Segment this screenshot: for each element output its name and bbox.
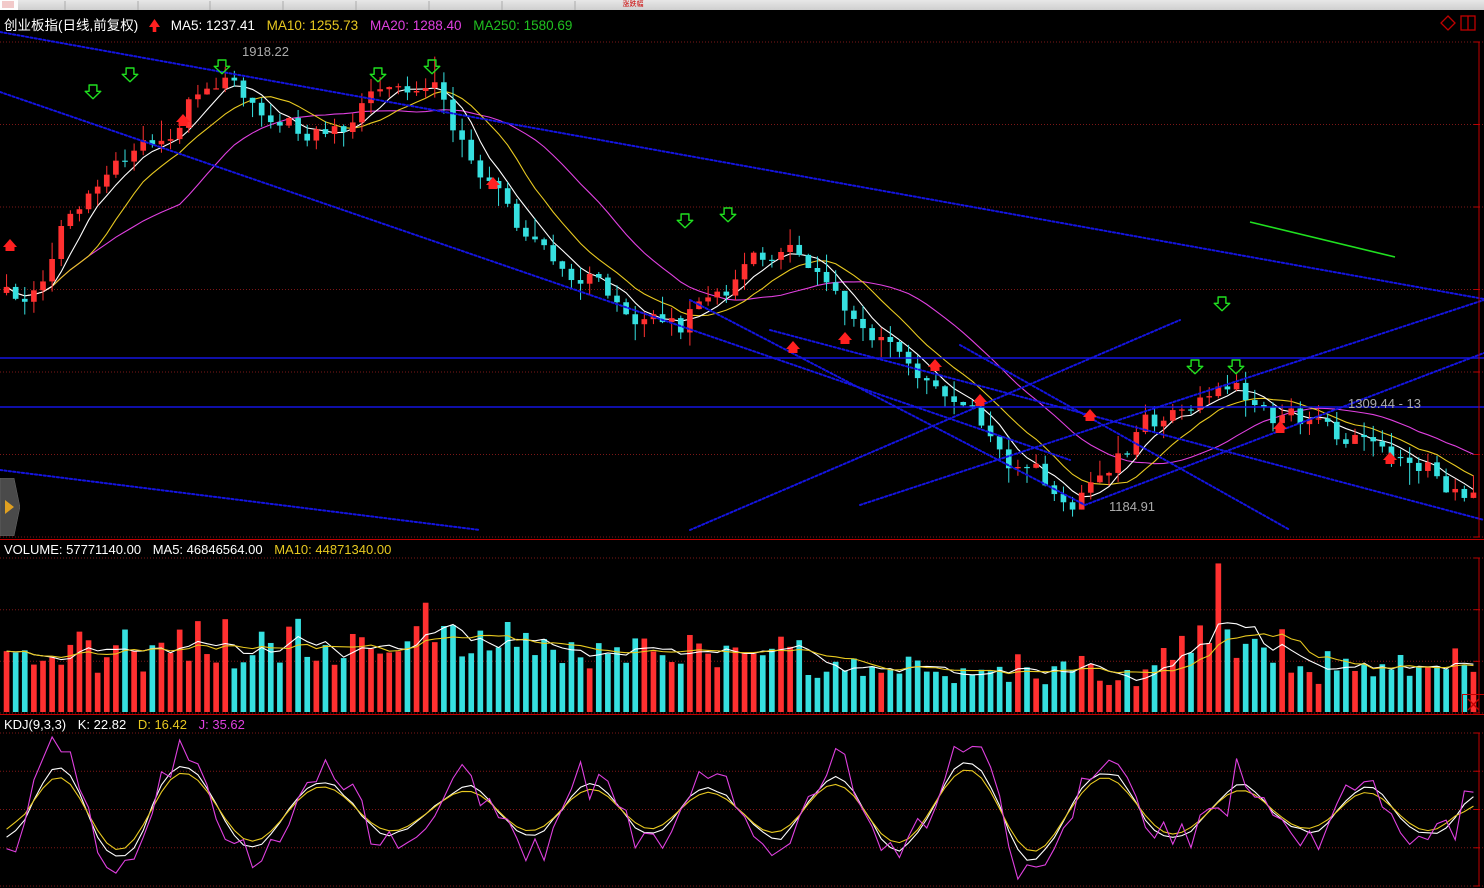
- svg-text:1309.44 - 13: 1309.44 - 13: [1348, 396, 1421, 411]
- svg-text:1184.91: 1184.91: [1109, 499, 1155, 514]
- svg-text:1918.22: 1918.22: [242, 44, 289, 59]
